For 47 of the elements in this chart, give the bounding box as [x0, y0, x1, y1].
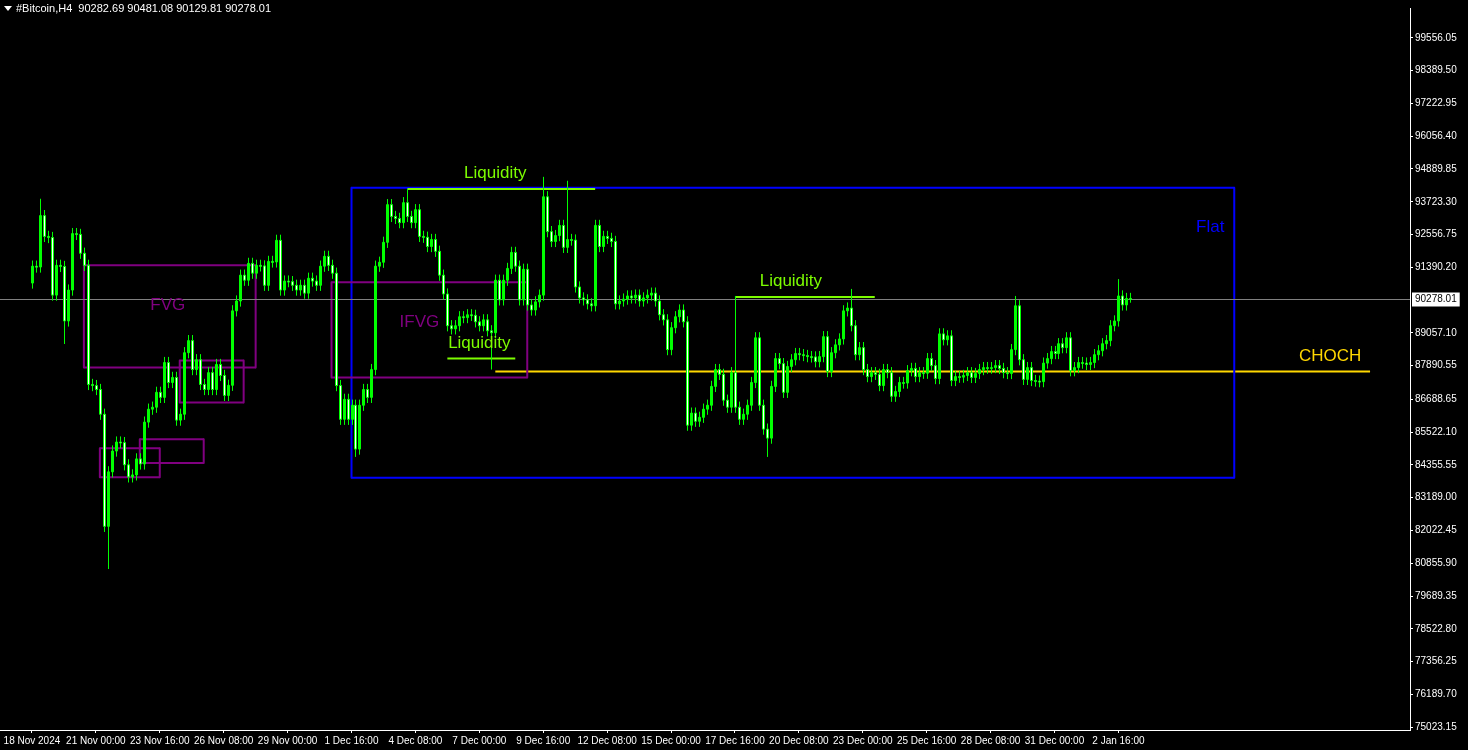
x-tick-label: 21 Nov 00:00	[66, 734, 127, 746]
x-tick-label: 23 Nov 16:00	[130, 734, 190, 746]
y-tick-label: 84355.55	[1415, 458, 1458, 470]
y-tick-label: 94889.85	[1415, 162, 1458, 174]
y-tick-label: 82022.45	[1415, 524, 1458, 536]
x-tick-label: 17 Dec 16:00	[705, 734, 766, 746]
y-tick-label: 77356.25	[1415, 655, 1458, 667]
y-tick-label: 87890.55	[1415, 359, 1458, 371]
x-tick-label: 2 Jan 16:00	[1092, 734, 1145, 746]
x-tick-label: 1 Dec 16:00	[324, 734, 379, 746]
x-tick-label: 15 Dec 00:00	[641, 734, 702, 746]
annotation: IFVG	[399, 311, 440, 331]
x-tick-label: 4 Dec 08:00	[388, 734, 443, 746]
y-tick-label: 78522.80	[1415, 622, 1458, 634]
y-tick-label: 91390.20	[1415, 261, 1458, 273]
x-tick-label: 31 Dec 00:00	[1024, 734, 1085, 746]
annotation: CHOCH	[1298, 345, 1362, 365]
y-tick-label: 79689.35	[1415, 589, 1458, 601]
annotation: Liquidity	[464, 163, 527, 183]
annotation: Liquidity	[759, 271, 823, 291]
y-tick-label: 98389.50	[1415, 64, 1458, 76]
ref-line-label: 90278.01	[1415, 293, 1458, 305]
y-tick-label: 80855.90	[1415, 556, 1458, 568]
x-tick-label: 9 Dec 16:00	[516, 734, 571, 746]
x-tick-label: 18 Nov 2024	[3, 734, 61, 746]
y-tick-label: 99556.05	[1415, 31, 1458, 43]
x-tick-label: 28 Dec 08:00	[960, 734, 1021, 746]
annotation: Flat	[1196, 217, 1225, 237]
x-tick-label: 12 Dec 08:00	[577, 734, 638, 746]
y-tick-label: 75023.15	[1415, 720, 1458, 732]
y-tick-label: 76189.70	[1415, 688, 1458, 700]
y-tick-label: 97222.95	[1415, 97, 1458, 109]
y-tick-label: 85522.10	[1415, 425, 1458, 437]
y-tick-label: 92556.75	[1415, 228, 1458, 240]
x-tick-label: 20 Dec 08:00	[769, 734, 830, 746]
chart-title: #Bitcoin,H4 90282.69 90481.08 90129.81 90278.01	[16, 2, 272, 14]
y-tick-label: 83189.00	[1415, 491, 1458, 503]
y-tick-label: 96056.40	[1415, 129, 1458, 141]
annotation: FVG	[150, 295, 186, 315]
x-tick-label: 25 Dec 16:00	[896, 734, 957, 746]
x-tick-label: 26 Nov 08:00	[193, 734, 254, 746]
x-tick-label: 7 Dec 00:00	[452, 734, 507, 746]
x-tick-label: 29 Nov 00:00	[257, 734, 318, 746]
x-tick-label: 23 Dec 00:00	[833, 734, 893, 746]
y-tick-label: 86688.65	[1415, 393, 1458, 405]
y-tick-label: 89057.10	[1415, 326, 1458, 338]
y-tick-label: 93723.30	[1415, 195, 1458, 207]
